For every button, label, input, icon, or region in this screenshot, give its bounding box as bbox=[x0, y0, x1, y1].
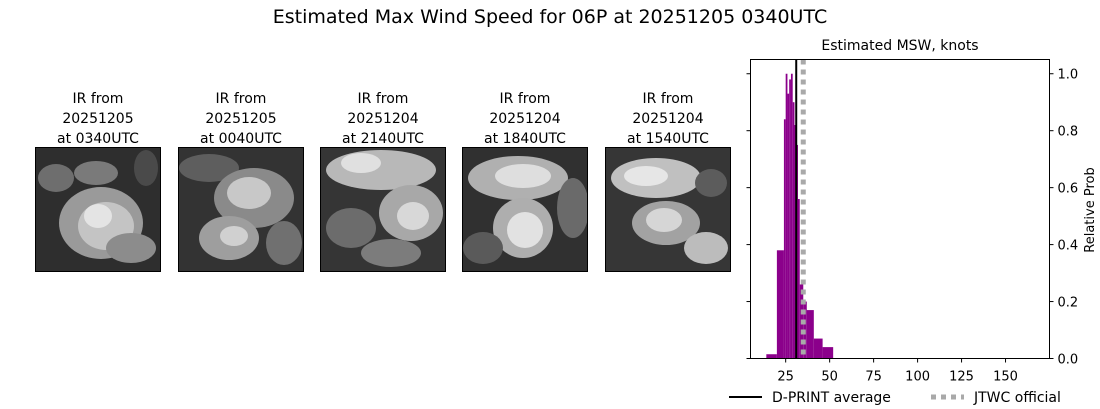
ir-image bbox=[605, 147, 731, 272]
legend-dprint-label: D-PRINT average bbox=[772, 390, 891, 406]
histogram-bar bbox=[766, 354, 777, 359]
y-axis-label: Relative Prob bbox=[1083, 167, 1098, 252]
chart-title: Estimated MSW, knots bbox=[821, 38, 978, 54]
ir-image bbox=[462, 147, 588, 272]
ir-panel-time: at 1540UTC bbox=[627, 131, 709, 147]
ir-panel-label: IR from bbox=[215, 91, 267, 107]
x-tick-label: 50 bbox=[821, 370, 838, 385]
legend-jtwc-label: JTWC official bbox=[973, 390, 1061, 406]
histogram-bar bbox=[783, 119, 786, 359]
ir-panel-date: 20251204 bbox=[489, 111, 561, 127]
ir-image bbox=[35, 147, 161, 272]
ir-panel-1: IR from 20251205 at 0340UTC bbox=[35, 89, 161, 272]
y-tick-label: 1.0 bbox=[1058, 68, 1079, 83]
ir-panel-title: IR from 20251205 at 0040UTC bbox=[178, 89, 304, 149]
y-axis-ticks: 0.0 0.2 0.4 0.6 0.8 1.0 bbox=[746, 68, 1079, 368]
y-tick-label: 0.4 bbox=[1058, 239, 1079, 254]
histogram-bars bbox=[766, 73, 834, 359]
x-tick-label: 75 bbox=[865, 370, 882, 385]
ir-panel-3: IR from 20251204 at 2140UTC bbox=[320, 89, 446, 272]
histogram-bar bbox=[813, 338, 823, 359]
ir-image bbox=[320, 147, 446, 272]
histogram-bar bbox=[776, 250, 784, 359]
histogram-bar bbox=[797, 199, 800, 359]
ir-panel-label: IR from bbox=[357, 91, 409, 107]
ir-panel-date: 20251204 bbox=[632, 111, 704, 127]
ir-panel-date: 20251204 bbox=[347, 111, 419, 127]
ir-image bbox=[178, 147, 304, 272]
ir-panel-title: IR from 20251204 at 1840UTC bbox=[462, 89, 588, 149]
reference-lines bbox=[795, 59, 806, 359]
ir-panel-date: 20251205 bbox=[62, 111, 134, 127]
ir-panel-label: IR from bbox=[642, 91, 694, 107]
main-title: Estimated Max Wind Speed for 06P at 2025… bbox=[272, 6, 828, 28]
ir-panel-time: at 1840UTC bbox=[484, 131, 566, 147]
x-tick-label: 25 bbox=[777, 370, 794, 385]
histogram-bar bbox=[789, 79, 791, 359]
x-tick-label: 125 bbox=[949, 370, 974, 385]
ir-panel-5: IR from 20251204 at 1540UTC bbox=[605, 89, 731, 272]
ir-panel-date: 20251205 bbox=[205, 111, 277, 127]
histogram-bar bbox=[792, 102, 795, 359]
x-axis-ticks: 25 50 75 100 125 150 bbox=[777, 358, 1018, 385]
ir-panel-title: IR from 20251205 at 0340UTC bbox=[35, 89, 161, 149]
legend: D-PRINT average JTWC official bbox=[729, 390, 1061, 406]
histogram-bar bbox=[806, 310, 814, 359]
ir-panel-time: at 0340UTC bbox=[57, 131, 139, 147]
ir-panel-label: IR from bbox=[72, 91, 124, 107]
histogram-bar bbox=[785, 73, 788, 359]
ir-panel-title: IR from 20251204 at 1540UTC bbox=[605, 89, 731, 149]
ir-panel-title: IR from 20251204 at 2140UTC bbox=[320, 89, 446, 149]
histogram-bar bbox=[822, 347, 834, 359]
ir-panel-2: IR from 20251205 at 0040UTC bbox=[178, 89, 304, 272]
ir-panel-4: IR from 20251204 at 1840UTC bbox=[462, 89, 588, 272]
ir-panel-time: at 0040UTC bbox=[200, 131, 282, 147]
ir-panel-time: at 2140UTC bbox=[342, 131, 424, 147]
histogram-bar bbox=[787, 93, 790, 359]
y-tick-label: 0.2 bbox=[1058, 296, 1079, 311]
x-tick-label: 100 bbox=[905, 370, 930, 385]
y-tick-label: 0.6 bbox=[1058, 182, 1079, 197]
y-tick-label: 0.8 bbox=[1058, 125, 1079, 140]
plot-frame bbox=[750, 59, 1050, 359]
x-tick-label: 150 bbox=[993, 370, 1018, 385]
y-tick-label: 0.0 bbox=[1058, 353, 1079, 368]
histogram-bar bbox=[790, 73, 793, 359]
ir-panel-label: IR from bbox=[499, 91, 551, 107]
